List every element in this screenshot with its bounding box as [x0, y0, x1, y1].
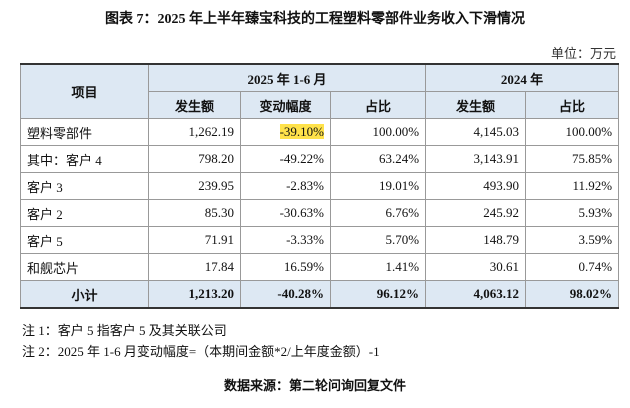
table-cell: 客户 2	[20, 199, 149, 227]
title: 图表 7：2025 年上半年臻宝科技的工程塑料零部件业务收入下滑情况	[105, 12, 525, 27]
table-cell: 17.84	[148, 253, 241, 281]
table-cell: 客户 3	[20, 172, 149, 200]
note: 注 1：客户 5 指客户 5 及其关联公司	[22, 323, 227, 338]
table-cell: -49.22%	[240, 145, 331, 173]
table-cell: 3,143.91	[425, 145, 527, 173]
table-row: 客户 2 85.30 -30.63% 6.76% 245.92 5.93%	[20, 199, 620, 227]
table-row: 其中：客户 4 798.20 -49.22% 63.24% 3,143.91 75.85%	[20, 145, 620, 173]
table-cell: 1,213.20	[148, 280, 241, 309]
header-cell: 占比	[525, 91, 620, 119]
table-cell: 100.00%	[329, 118, 427, 146]
table-cell: 5.70%	[329, 226, 427, 254]
unit: 单位：万元	[550, 46, 616, 61]
table-cell: 4,145.03	[425, 118, 527, 146]
table-cell: 239.95	[148, 172, 241, 200]
table-cell: 30.61	[425, 253, 527, 281]
header-cell: 变动幅度	[240, 91, 331, 119]
table-cell: 3.59%	[525, 226, 620, 254]
table-cell: 75.85%	[525, 145, 620, 173]
table-cell: 96.12%	[329, 280, 427, 309]
table-cell: 798.20	[148, 145, 241, 173]
table-cell: 6.76%	[329, 199, 427, 227]
table-cell: 4,063.12	[425, 280, 527, 309]
table-cell: -2.83%	[240, 172, 331, 200]
table-cell: 1,262.19	[148, 118, 241, 146]
note: 注 2：2025 年 1-6 月变动幅度=（本期间金额*2/上年度金额）-1	[22, 344, 380, 359]
table-cell: 11.92%	[525, 172, 620, 200]
table-cell: 148.79	[425, 226, 527, 254]
header-cell: 项目	[20, 63, 149, 119]
table-cell: 493.90	[425, 172, 527, 200]
table-cell: 塑料零部件	[20, 118, 149, 146]
header-cell: 2024 年	[425, 63, 620, 92]
table-cell: -39.10%	[240, 118, 331, 146]
table-cell: 小计	[20, 280, 149, 309]
table-cell: 客户 5	[20, 226, 149, 254]
table-cell: -40.28%	[240, 280, 331, 309]
highlight: -39.10%	[279, 124, 324, 139]
table-cell: 5.93%	[525, 199, 620, 227]
table-row: 和舰芯片 17.84 16.59% 1.41% 30.61 0.74%	[20, 253, 620, 281]
header-cell: 占比	[329, 91, 427, 119]
source: 数据来源：第二轮问询回复文件	[223, 378, 406, 393]
table-cell: 其中：客户 4	[20, 145, 149, 173]
table-cell: -30.63%	[240, 199, 331, 227]
table-cell: -3.33%	[240, 226, 331, 254]
table-cell: 245.92	[425, 199, 527, 227]
notes: 注 1：客户 5 指客户 5 及其关联公司注 2：2025 年 1-6 月变动幅…	[22, 320, 380, 362]
header-cell: 发生额	[425, 91, 527, 119]
table-cell: 85.30	[148, 199, 241, 227]
table-cell: 1.41%	[329, 253, 427, 281]
table-cell: 100.00%	[525, 118, 620, 146]
table-row: 塑料零部件 1,262.19 -39.10% 100.00% 4,145.03 100.0…	[20, 118, 620, 146]
header-cell: 2025 年 1-6 月	[147, 63, 427, 92]
table-cell: 19.01%	[329, 172, 427, 200]
table-cell: 0.74%	[525, 253, 620, 281]
table-cell: 和舰芯片	[20, 253, 149, 281]
table-row: 客户 3 239.95 -2.83% 19.01% 493.90 11.92%	[20, 172, 620, 200]
table-cell: 16.59%	[240, 253, 331, 281]
table-cell: 98.02%	[525, 280, 620, 309]
data-table: 项目 2025 年 1-6 月 2024 年 发生额 变动幅度 占比 发生额 占比 塑料…	[20, 63, 620, 309]
table-cell: 63.24%	[329, 145, 427, 173]
table-cell: 71.91	[148, 226, 241, 254]
header-cell: 发生额	[148, 91, 241, 119]
table-row: 客户 5 71.91 -3.33% 5.70% 148.79 3.59%	[20, 226, 620, 254]
total-row: 小计 1,213.20 -40.28% 96.12% 4,063.12 98.02%	[20, 280, 620, 309]
